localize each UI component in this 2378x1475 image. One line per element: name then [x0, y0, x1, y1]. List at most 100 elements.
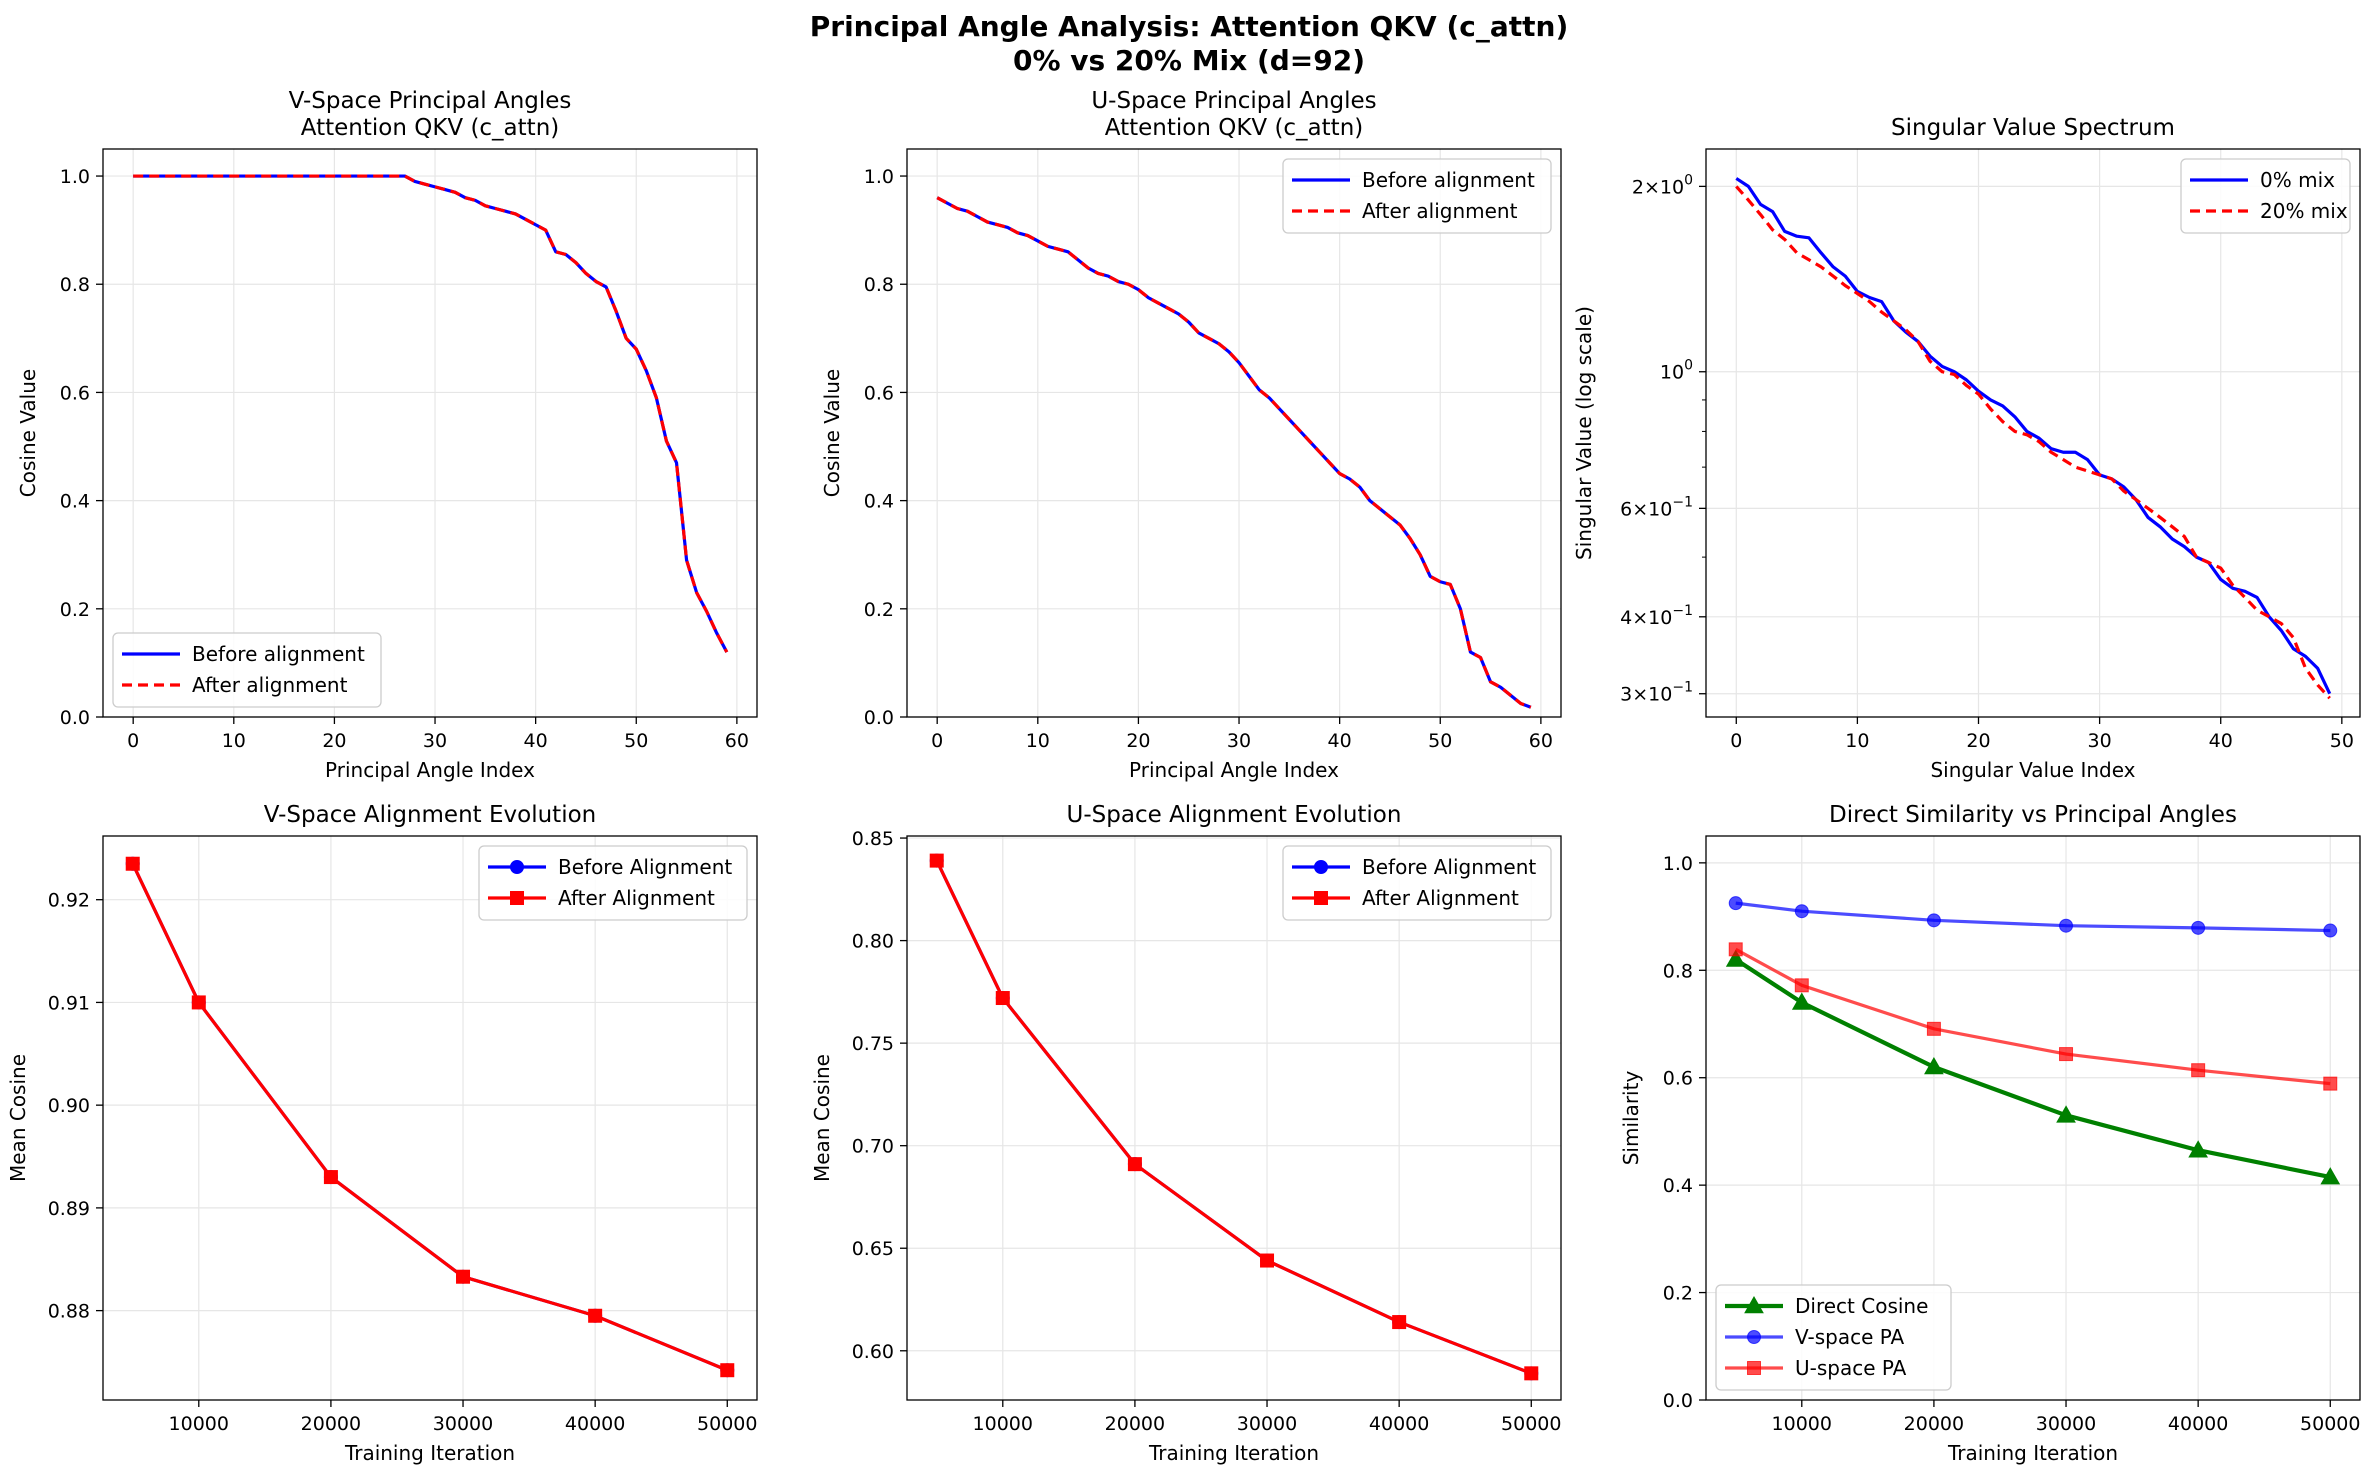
- y-axis-label: Mean Cosine: [6, 1054, 30, 1182]
- data-point: [2320, 1167, 2341, 1185]
- x-tick-label: 50: [1428, 730, 1452, 752]
- y-tick-label: 0.0: [60, 707, 90, 729]
- x-tick-label: 0: [931, 730, 943, 752]
- x-tick-label: 40: [2209, 730, 2233, 752]
- data-layer: [1735, 177, 2332, 700]
- y-tick-label: 0.6: [864, 382, 894, 404]
- x-axis-label: Principal Angle Index: [1129, 758, 1339, 782]
- x-tick-label: 50000: [697, 1413, 757, 1435]
- x-tick-label: 30: [1227, 730, 1251, 752]
- series-line-0: [1734, 957, 2331, 1180]
- legend-box: [1282, 158, 1552, 234]
- legend: 0% mix 20% mix: [2180, 158, 2351, 234]
- series-line-1: [1735, 901, 2331, 933]
- panel-title: Attention QKV (c_attn): [301, 115, 560, 141]
- data-point: [929, 853, 944, 868]
- series-line-0: [1735, 177, 2332, 695]
- legend-label: Before alignment: [1362, 168, 1535, 192]
- data-layer: [1725, 896, 2341, 1185]
- data-layer: [133, 174, 729, 653]
- series-line-0: [133, 174, 729, 653]
- x-tick-label: 0: [127, 730, 139, 752]
- x-tick-label: 10000: [973, 1413, 1033, 1435]
- series-line-1: [935, 859, 1532, 1375]
- panel-title: V-Space Alignment Evolution: [264, 802, 596, 828]
- legend-label: Before Alignment: [1362, 855, 1536, 879]
- y-tick-label: 4×10−1: [1620, 603, 1693, 629]
- x-tick-label: 30000: [433, 1413, 493, 1435]
- legend-label: 20% mix: [2260, 199, 2348, 223]
- legend-label: Before Alignment: [558, 855, 732, 879]
- y-tick-label: 0.0: [1663, 1390, 1693, 1412]
- y-tick-label: 1.0: [1663, 853, 1693, 875]
- y-tick-label: 0.8: [60, 274, 90, 296]
- panel-direct-similarity: 10000 20000 30000 40000 50000 0.0 0.2 0.4 0.6 0.8…: [1619, 802, 2361, 1465]
- legend-swatch-marker: [510, 860, 524, 874]
- legend-swatch-marker: [1744, 1295, 1764, 1314]
- x-tick-label: 40000: [2168, 1413, 2228, 1435]
- y-tick-label: 0.2: [864, 599, 894, 621]
- x-tick-label: 20000: [1904, 1413, 1964, 1435]
- y-axis-label: Cosine Value: [16, 369, 40, 497]
- legend: Before alignment After alignment: [1282, 158, 1552, 234]
- data-point: [2059, 1047, 2074, 1062]
- data-layer: [125, 856, 735, 1378]
- legend: Before Alignment After Alignment: [1282, 845, 1552, 921]
- y-tick-label: 0.8: [1663, 960, 1693, 982]
- legend-label: After alignment: [192, 673, 348, 697]
- axes-frame: [1705, 835, 2361, 1401]
- x-tick-label: 10: [1845, 730, 1869, 752]
- y-tick-label: 0.6: [60, 382, 90, 404]
- data-point: [995, 991, 1010, 1006]
- axes-frame: [906, 835, 1562, 1401]
- legend: Before alignment After alignment: [112, 632, 382, 708]
- y-tick-label: 6×10−1: [1620, 494, 1693, 520]
- panel-title: U-Space Principal Angles: [1091, 88, 1376, 114]
- data-point: [1725, 949, 1746, 967]
- series-line-2: [1734, 947, 2331, 1086]
- legend-label: After Alignment: [1362, 886, 1519, 910]
- legend-box: [1715, 1284, 1952, 1391]
- y-tick-label: 0.0: [864, 707, 894, 729]
- data-point: [323, 1170, 338, 1185]
- legend-swatch-marker: [1747, 1330, 1761, 1344]
- panel-v-space-alignment-evolution: 10000 20000 30000 40000 50000 0.88 0.89 0.90 0.9…: [6, 802, 758, 1465]
- x-tick-label: 20: [1966, 730, 1990, 752]
- data-point: [2191, 1063, 2206, 1078]
- series-line-1: [1735, 185, 2331, 700]
- y-tick-label: 1.0: [864, 166, 894, 188]
- y-tick-label: 0.88: [48, 1301, 90, 1323]
- y-tick-label: 0.92: [48, 890, 90, 912]
- data-point: [1728, 896, 1743, 911]
- series-line-1: [133, 174, 729, 653]
- y-tick-label: 1.0: [60, 166, 90, 188]
- legend: Before Alignment After Alignment: [478, 845, 748, 921]
- legend-label: After alignment: [1362, 199, 1518, 223]
- y-tick-label: 0.60: [852, 1341, 894, 1363]
- x-tick-label: 40: [1328, 730, 1352, 752]
- y-tick-label: 0.80: [852, 931, 894, 953]
- panel-singular-value-spectrum: 0 10 20 30 40 50 3×10−1 4×10−1 6×10−1 100 2×100 Sin…: [1572, 115, 2361, 782]
- x-tick-label: 30000: [2036, 1413, 2096, 1435]
- x-tick-label: 10000: [1772, 1413, 1832, 1435]
- y-tick-label: 0.65: [852, 1238, 894, 1260]
- panel-title: Direct Similarity vs Principal Angles: [1829, 802, 2237, 828]
- panel-u-space-alignment-evolution: 10000 20000 30000 40000 50000 0.60 0.65 0.70 0.7…: [810, 802, 1562, 1465]
- y-tick-label: 0.2: [60, 599, 90, 621]
- data-point: [1794, 904, 1809, 919]
- axes-frame: [102, 835, 758, 1401]
- legend-swatch-marker: [1314, 891, 1328, 905]
- data-point: [2188, 1140, 2209, 1158]
- legend-box: [478, 845, 748, 921]
- data-point: [1794, 978, 1809, 993]
- panel-title: V-Space Principal Angles: [289, 88, 572, 114]
- x-axis-label: Singular Value Index: [1930, 758, 2135, 782]
- y-axis-label: Singular Value (log scale): [1572, 306, 1596, 560]
- x-tick-label: 10: [1026, 730, 1050, 752]
- x-tick-label: 20000: [1105, 1413, 1165, 1435]
- y-tick-label: 0.6: [1663, 1068, 1693, 1090]
- y-tick-label: 0.91: [48, 992, 90, 1014]
- data-layer: [936, 196, 1532, 709]
- y-tick-label: 0.4: [864, 491, 894, 513]
- panel-title: Attention QKV (c_attn): [1105, 115, 1364, 141]
